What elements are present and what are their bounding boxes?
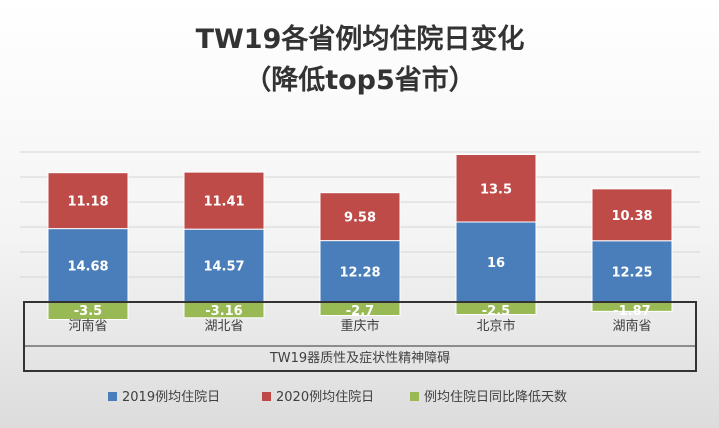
legend-label: 例均住院日同比降低天数 — [424, 390, 567, 405]
data-label-reduction: -3.16 — [205, 304, 242, 319]
category-label: 重庆市 — [340, 318, 379, 334]
bar-2020 — [183, 171, 265, 230]
data-label-reduction: -1.87 — [613, 304, 650, 319]
data-label-2019: 16 — [487, 256, 505, 271]
legend-swatch — [262, 392, 271, 401]
category-label: 湖北省 — [204, 319, 243, 334]
data-label-reduction: -2.5 — [482, 304, 510, 319]
legend-label: 2020例均住院日 — [276, 390, 374, 405]
bar-2020 — [319, 192, 401, 242]
data-label-2020: 10.38 — [611, 209, 652, 224]
data-label-2019: 14.68 — [67, 259, 108, 274]
data-label-2019: 12.28 — [339, 265, 380, 280]
legend-label: 2019例均住院日 — [122, 390, 220, 405]
chart-title: TW19各省例均住院日变化 — [196, 23, 525, 55]
data-label-2020: 13.5 — [480, 182, 512, 197]
bar-2019 — [183, 228, 265, 303]
bar-2020 — [591, 188, 673, 242]
legend: 2019例均住院日 2020例均住院日 例均住院日同比降低天数 — [108, 390, 567, 405]
category-axis: 河南省 湖北省 重庆市 北京市 湖南省 TW19器质性及症状性精神障碍 — [23, 301, 697, 372]
bar-2019 — [319, 240, 401, 303]
category-label: 北京市 — [476, 318, 515, 334]
data-label-2020: 11.41 — [203, 195, 244, 210]
category-label: 湖南省 — [612, 318, 651, 334]
bar-2020 — [455, 154, 537, 223]
chart-subtitle: （降低top5省市） — [244, 64, 476, 96]
legend-swatch — [108, 392, 117, 401]
data-label-reduction: -2.7 — [346, 304, 374, 319]
data-label-reduction: -3.5 — [74, 304, 102, 319]
data-label-2020: 11.18 — [67, 195, 108, 210]
axis-frame — [23, 301, 697, 372]
data-label-2019: 12.25 — [611, 265, 652, 280]
data-label-2020: 9.58 — [344, 211, 376, 226]
bar-2019 — [455, 221, 537, 303]
data-label-2019: 14.57 — [203, 260, 244, 275]
group-label: TW19器质性及症状性精神障碍 — [269, 351, 450, 366]
bar-2019 — [47, 228, 129, 303]
bar-2019 — [591, 240, 673, 303]
legend-swatch — [410, 392, 419, 401]
bars-layer: 14.68 11.18 -3.5 14.57 11.41 -3.16 12.28 9.58 -2… — [47, 154, 673, 320]
bar-2020 — [47, 172, 129, 230]
category-label: 河南省 — [68, 318, 107, 334]
